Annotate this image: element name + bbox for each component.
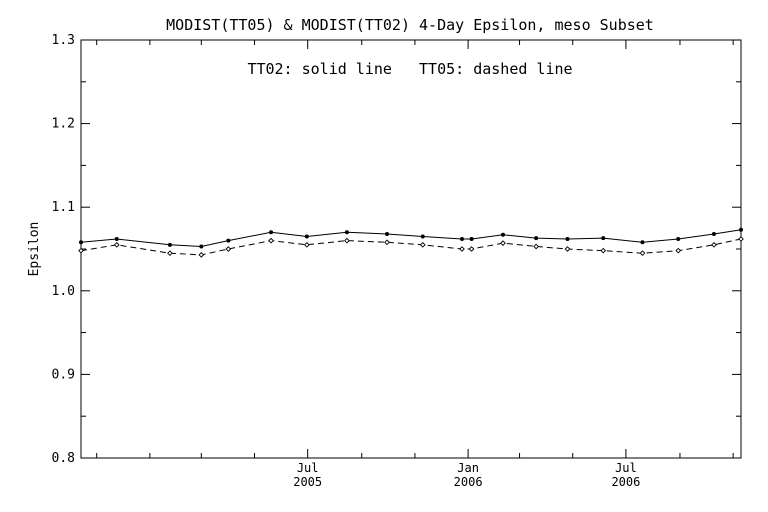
data-point-tt02: [676, 236, 681, 241]
data-point-tt02: [534, 236, 539, 241]
data-point-tt02: [565, 236, 570, 241]
x-tick-label-month: Jul: [297, 461, 319, 475]
data-point-tt05: [268, 237, 274, 244]
data-point-tt05: [198, 252, 205, 258]
data-point-tt05: [344, 237, 350, 244]
x-tick-label-year: 2005: [293, 475, 322, 489]
data-point-tt02: [199, 244, 204, 249]
data-point-tt05: [600, 247, 607, 254]
data-point-tt05: [675, 247, 682, 254]
x-tick-label-month: Jan: [457, 461, 479, 475]
data-point-tt05: [564, 246, 571, 252]
data-point-tt05: [459, 246, 465, 252]
x-tick-label-year: 2006: [611, 475, 640, 489]
data-point-tt02: [640, 240, 645, 245]
data-point-tt05: [113, 241, 120, 248]
data-point-tt05: [225, 246, 232, 252]
plot-area-frame: [80, 39, 742, 459]
series-layer: [78, 227, 744, 258]
data-point-tt02: [500, 232, 505, 237]
x-tick-label-month: Jul: [615, 461, 637, 475]
data-point-tt05: [167, 250, 173, 257]
series-line-tt05: [80, 238, 742, 256]
y-tick-label: 1.1: [52, 200, 75, 215]
data-point-tt02: [420, 234, 425, 239]
series-line-tt02: [80, 229, 742, 248]
y-tick-label: 1.2: [52, 117, 75, 132]
data-point-tt05: [419, 241, 426, 248]
data-point-tt02: [460, 236, 465, 241]
y-tick-label: 0.8: [52, 451, 75, 466]
data-point-tt02: [711, 231, 716, 236]
data-point-tt05: [533, 243, 539, 250]
data-point-tt05: [711, 241, 717, 248]
data-point-tt05: [303, 241, 310, 248]
y-tick-label: 1.0: [52, 284, 75, 299]
y-tick-label: 1.3: [52, 33, 75, 48]
x-tick-label-year: 2006: [454, 475, 483, 489]
data-point-tt02: [167, 242, 172, 247]
data-point-tt05: [384, 239, 390, 246]
y-axis-ticks: 0.8 0.9 1.0 1.1 1.2 1.3: [52, 33, 741, 466]
data-point-tt05: [78, 247, 84, 254]
data-point-tt02: [79, 240, 83, 245]
data-point-tt05: [468, 246, 475, 252]
chart-title: MODIST(TT05) & MODIST(TT02) 4-Day Epsilo…: [166, 16, 654, 34]
y-axis-label: Epsilon: [27, 222, 42, 277]
y-tick-label: 0.9: [52, 367, 75, 382]
data-point-tt02: [344, 230, 349, 235]
data-point-tt05: [738, 236, 744, 242]
legend-annotation: TT02: solid line TT05: dashed line: [247, 60, 572, 78]
data-point-tt02: [114, 236, 119, 241]
data-point-tt05: [500, 240, 506, 246]
data-point-tt02: [739, 227, 743, 232]
data-point-tt02: [269, 230, 274, 235]
data-point-tt05: [639, 250, 646, 257]
data-point-tt02: [469, 236, 474, 241]
data-point-tt02: [226, 238, 231, 243]
data-point-tt02: [601, 236, 606, 241]
data-point-tt02: [385, 231, 390, 236]
data-point-tt02: [304, 234, 309, 239]
